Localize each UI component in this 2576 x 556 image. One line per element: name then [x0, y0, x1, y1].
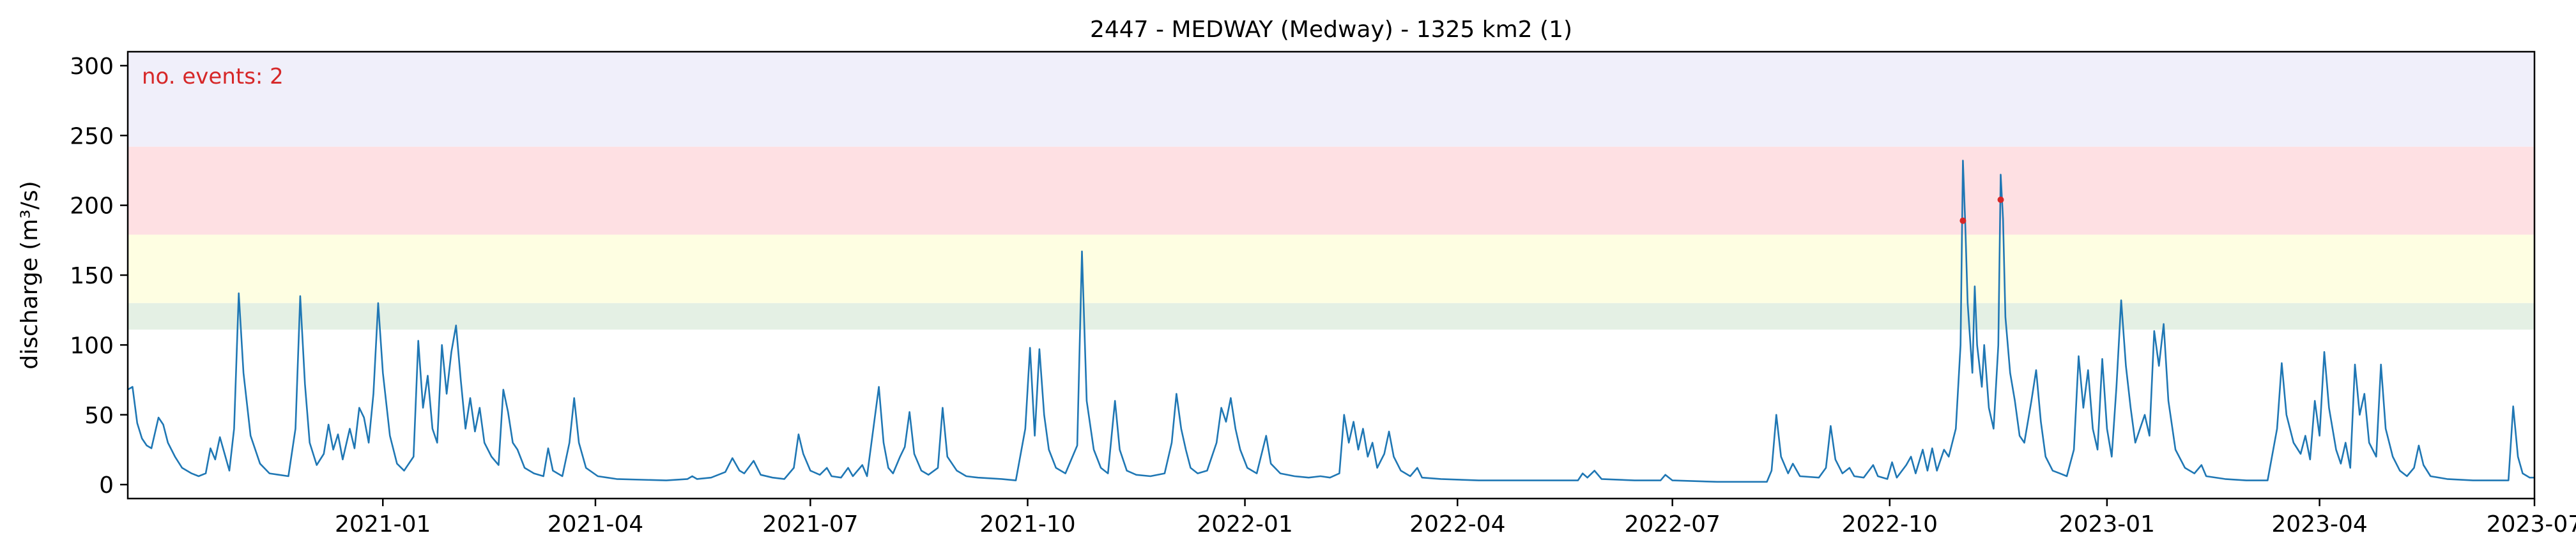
discharge-series [127, 160, 2534, 483]
x-tick-label: 2022-07 [1624, 511, 1720, 537]
x-tick-label: 2021-01 [335, 511, 431, 537]
y-tick-label: 250 [70, 123, 114, 149]
event-count-annotation: no. events: 2 [142, 64, 284, 89]
flood-event-markers [1959, 196, 2004, 224]
x-tick-label: 2022-04 [1409, 511, 1505, 537]
threshold-band-2 [128, 234, 2534, 303]
x-tick-label: 2021-10 [979, 511, 1075, 537]
x-tick-label: 2022-10 [1842, 511, 1938, 537]
event-marker-2 [1997, 196, 2004, 203]
x-tick-label: 2022-01 [1197, 511, 1292, 537]
y-tick-label: 300 [70, 54, 114, 80]
y-tick-label: 200 [70, 193, 114, 220]
discharge-line [127, 160, 2534, 483]
x-tick-label: 2023-07 [2487, 511, 2576, 537]
event-marker-1 [1959, 217, 1966, 224]
threshold-band-4 [128, 52, 2534, 147]
y-axis-label: discharge (m³/s) [17, 181, 43, 369]
x-tick-label: 2023-04 [2271, 511, 2367, 537]
y-axis-ticks: 0 50 100 150 200 250 300 [70, 54, 128, 499]
x-tick-label: 2021-07 [762, 511, 858, 537]
x-tick-label: 2021-04 [548, 511, 643, 537]
y-tick-label: 100 [70, 333, 114, 359]
x-axis-ticks: 2021-01 2021-04 2021-07 2021-10 2022-01 2022-… [335, 499, 2576, 537]
alert-threshold-bands [128, 52, 2534, 330]
threshold-band-3 [128, 146, 2534, 235]
x-tick-label: 2023-01 [2059, 511, 2155, 537]
chart-title: 2447 - MEDWAY (Medway) - 1325 km2 (1) [1090, 17, 1572, 43]
threshold-band-1 [128, 303, 2534, 330]
y-tick-label: 150 [70, 263, 114, 289]
y-tick-label: 0 [99, 472, 114, 499]
y-tick-label: 50 [84, 403, 114, 429]
